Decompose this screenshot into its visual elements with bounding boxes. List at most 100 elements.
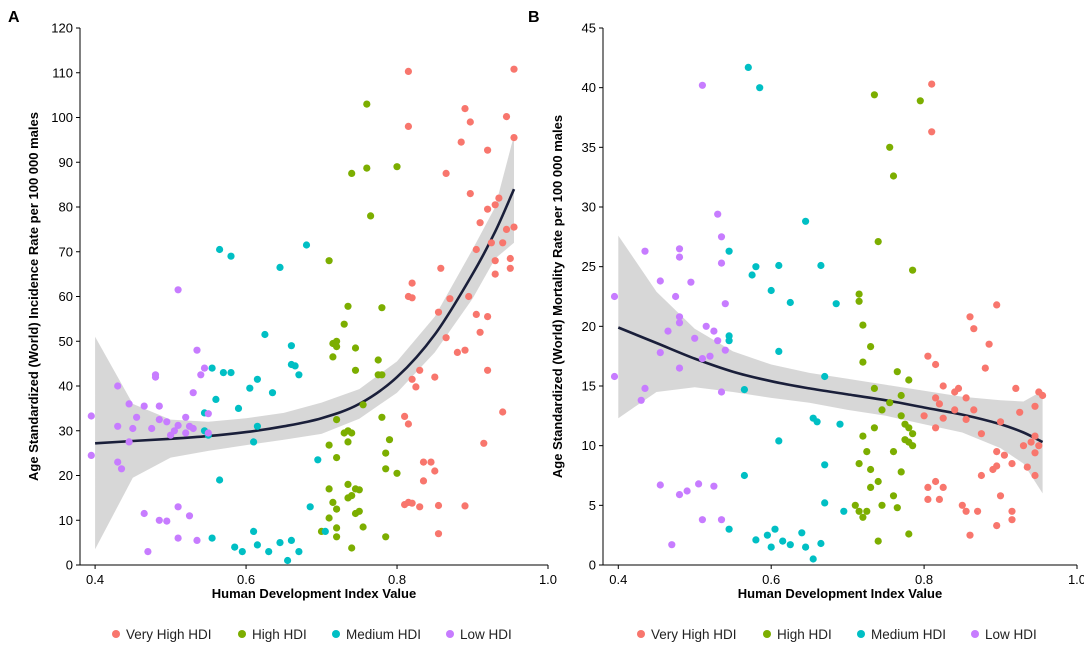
data-point-high [329,353,337,361]
y-tick-label: 70 [59,244,73,259]
data-point-high [351,366,360,374]
data-point-very-high [480,439,488,447]
y-tick-label: 10 [582,438,596,453]
data-point-high [851,501,859,509]
data-point-very-high [977,430,986,438]
data-point-medium [763,531,772,539]
data-point-low [204,429,212,437]
data-point-high [359,523,367,531]
legend-marker [971,630,979,638]
data-point-very-high [962,415,970,423]
legend-marker [857,630,865,638]
data-point-very-high [499,408,507,416]
data-point-low [185,512,194,520]
data-point-low [706,352,714,360]
data-point-very-high [506,254,514,263]
legend-item-low: Low HDI [971,627,1037,642]
data-point-medium [227,369,235,377]
data-point-very-high [1035,442,1043,450]
data-point-very-high [1027,438,1035,446]
data-point-low [698,81,707,89]
data-point-very-high [932,477,940,486]
data-point-low [174,421,182,429]
legend-label: High HDI [777,627,832,642]
data-point-medium [817,261,825,270]
x-tick-label: 0.8 [388,572,406,587]
data-point-medium [212,395,220,403]
data-point-very-high [487,239,495,247]
data-point-very-high [970,406,978,414]
data-point-low [698,355,707,363]
data-point-very-high [1031,402,1039,410]
plot-area [80,28,548,565]
data-point-high [378,304,386,312]
data-point-medium [832,300,840,308]
data-point-medium [752,263,760,271]
data-point-medium [302,241,311,249]
data-point-very-high [981,364,989,372]
y-tick-label: 40 [59,379,73,394]
data-point-high [355,486,363,494]
data-point-medium [775,437,783,445]
data-point-high [909,430,917,438]
data-point-very-high [1031,471,1039,480]
data-point-low [189,389,197,397]
legend-label: Medium HDI [346,627,421,642]
data-point-medium [250,438,258,446]
data-point-low [721,346,729,354]
data-point-high [874,477,882,486]
data-point-high [325,257,333,265]
data-point-very-high [484,366,492,374]
data-point-very-high [1023,463,1031,471]
data-point-high [867,465,875,474]
data-point-low [197,371,205,379]
data-point-high [344,494,352,502]
legend-panel-a: Very High HDI High HDI Medium HDI Low HD… [112,627,512,642]
data-point-very-high [958,501,966,509]
data-point-medium [208,534,216,542]
data-point-medium [775,261,783,270]
data-point-high [393,469,401,477]
data-point-medium [314,456,322,464]
confidence-band [95,135,514,550]
data-point-medium [836,420,844,428]
data-point-low [155,416,163,424]
data-point-medium [767,286,775,295]
data-point-low [717,233,726,241]
data-point-high [351,344,360,352]
data-point-high [382,533,390,541]
confidence-band-group [95,135,514,550]
data-point-high [333,505,341,513]
data-point-very-high [1031,432,1039,440]
data-point-high [344,438,352,446]
data-point-low [668,541,676,549]
data-point-medium [287,360,295,369]
x-tick-label: 0.6 [762,572,780,587]
x-tick-label: 0.4 [86,572,104,587]
data-point-very-high [993,301,1001,309]
data-point-very-high [920,412,928,420]
legend-item-very-high: Very High HDI [112,627,212,642]
data-point-very-high [989,465,997,474]
data-point-very-high [1000,451,1009,459]
data-point-high [329,498,337,506]
data-point-high [878,406,886,414]
data-point-high [348,544,356,552]
data-point-high [333,343,341,351]
data-point-high [859,321,867,329]
data-point-very-high [510,134,518,142]
data-point-very-high [461,346,469,354]
data-point-medium [821,461,829,469]
data-point-low [687,278,695,286]
y-axis-label: Age Standardized (World) Mortality Rate … [550,115,565,478]
data-point-medium [216,245,224,254]
data-point-very-high [928,128,936,136]
legend-item-high: High HDI [238,627,307,642]
data-point-high [905,530,913,538]
data-point-high [916,97,924,105]
data-point-very-high [484,205,492,213]
data-point-very-high [434,308,443,316]
data-point-low [702,322,710,330]
data-point-low [125,400,133,408]
data-point-low [193,536,201,545]
